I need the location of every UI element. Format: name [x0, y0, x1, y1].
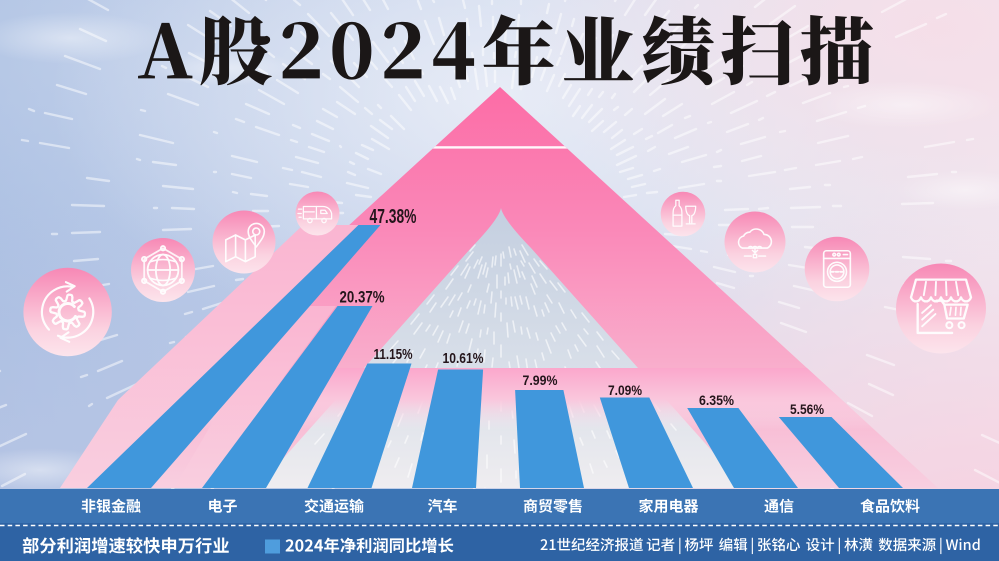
- svg-text:47.38%: 47.38%: [370, 205, 417, 228]
- svg-text:5.56%: 5.56%: [790, 402, 824, 417]
- svg-text:11.15%: 11.15%: [374, 347, 413, 363]
- svg-text:7.09%: 7.09%: [608, 383, 642, 398]
- svg-text:10.61%: 10.61%: [443, 351, 484, 367]
- svg-text:20.37%: 20.37%: [340, 288, 385, 307]
- svg-text:6.35%: 6.35%: [699, 393, 734, 408]
- svg-text:7.99%: 7.99%: [523, 373, 558, 388]
